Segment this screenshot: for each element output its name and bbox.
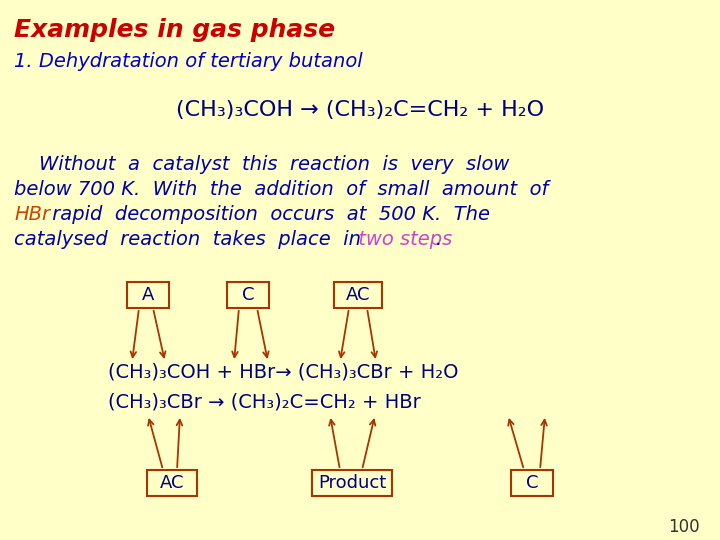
Text: C: C (242, 286, 254, 304)
Text: rapid  decomposition  occurs  at  500 K.  The: rapid decomposition occurs at 500 K. The (46, 205, 490, 224)
Text: (CH₃)₃COH → (CH₃)₂C=CH₂ + H₂O: (CH₃)₃COH → (CH₃)₂C=CH₂ + H₂O (176, 100, 544, 120)
Text: 100: 100 (668, 518, 700, 536)
FancyBboxPatch shape (147, 470, 197, 496)
Text: (CH₃)₃COH + HBr→ (CH₃)₃CBr + H₂O: (CH₃)₃COH + HBr→ (CH₃)₃CBr + H₂O (108, 362, 459, 381)
Text: AC: AC (160, 474, 184, 492)
FancyBboxPatch shape (312, 470, 392, 496)
FancyBboxPatch shape (227, 282, 269, 308)
Text: Product: Product (318, 474, 386, 492)
Text: HBr: HBr (14, 205, 50, 224)
Text: below 700 K.  With  the  addition  of  small  amount  of: below 700 K. With the addition of small … (14, 180, 549, 199)
Text: catalysed  reaction  takes  place  in: catalysed reaction takes place in (14, 230, 361, 249)
Text: C: C (526, 474, 539, 492)
Text: 1. Dehydratation of tertiary butanol: 1. Dehydratation of tertiary butanol (14, 52, 363, 71)
Text: AC: AC (346, 286, 370, 304)
Text: two steps: two steps (352, 230, 452, 249)
Text: (CH₃)₃CBr → (CH₃)₂C=CH₂ + HBr: (CH₃)₃CBr → (CH₃)₂C=CH₂ + HBr (108, 392, 420, 411)
Text: Without  a  catalyst  this  reaction  is  very  slow: Without a catalyst this reaction is very… (14, 155, 509, 174)
FancyBboxPatch shape (127, 282, 169, 308)
Text: Examples in gas phase: Examples in gas phase (14, 18, 335, 42)
Text: A: A (142, 286, 154, 304)
FancyBboxPatch shape (334, 282, 382, 308)
FancyBboxPatch shape (511, 470, 553, 496)
Text: .: . (436, 230, 442, 249)
